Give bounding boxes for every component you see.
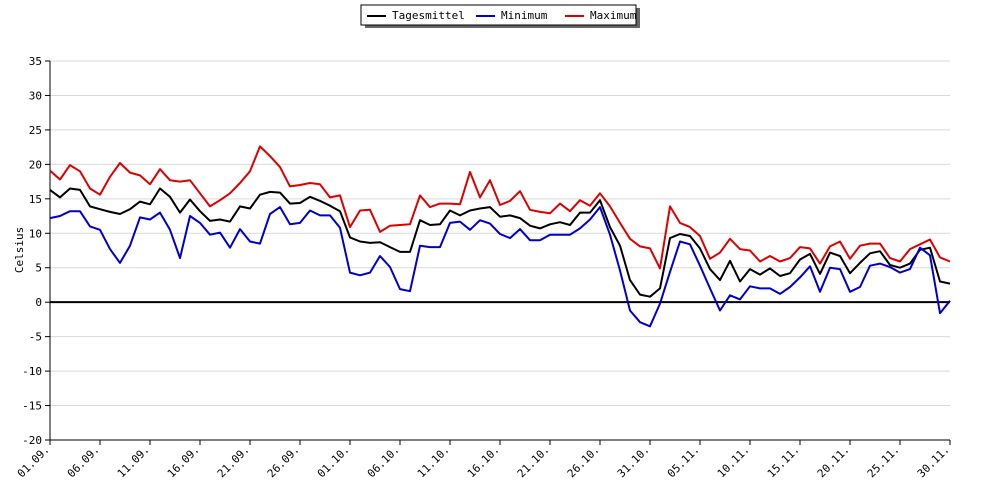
x-tick-label: 06.10. (365, 443, 402, 480)
y-tick-label: 0 (35, 296, 42, 309)
x-tick-label: 01.09. (15, 443, 52, 480)
x-tick-label: 20.11. (815, 443, 852, 480)
x-tick-label: 26.10. (565, 443, 602, 480)
y-tick-label: -5 (29, 331, 42, 344)
y-tick-label: -20 (22, 434, 42, 447)
x-tick-label: 21.09. (215, 443, 252, 480)
legend: Tagesmittel Minimum Maximum (360, 4, 640, 28)
gridlines (50, 60, 950, 441)
y-tick-label: 15 (29, 193, 42, 206)
x-tick-label: 10.11. (715, 443, 752, 480)
x-tick-label: 05.11. (665, 443, 702, 480)
legend-box (360, 4, 637, 26)
x-tick-label: 31.10. (615, 443, 652, 480)
y-tick-label: 5 (35, 262, 42, 275)
series-line-tagesmittel (49, 187, 951, 298)
y-tick-label: 25 (29, 124, 42, 137)
y-tick-label: 35 (29, 55, 42, 68)
y-tick-label: 30 (29, 89, 42, 102)
x-axis-ticks: 01.09. 06.09. 11.09. 16.09. 21.09. 26.09. 01.1… (15, 440, 952, 480)
x-tick-label: 01.10. (315, 443, 352, 480)
x-tick-label: 25.11. (865, 443, 902, 480)
x-tick-label: 16.09. (165, 443, 202, 480)
x-tick-label: 11.10. (415, 443, 452, 480)
x-tick-label: 16.10. (465, 443, 502, 480)
y-tick-label: 10 (29, 227, 42, 240)
x-tick-label: 26.09. (265, 443, 302, 480)
y-tick-label: -15 (22, 400, 42, 413)
y-tick-label: -10 (22, 365, 42, 378)
legend-label-maximum: Maximum (590, 9, 637, 22)
x-tick-label: 06.09. (65, 443, 102, 480)
x-tick-label: 15.11. (765, 443, 802, 480)
legend-label-minimum: Minimum (501, 9, 548, 22)
series-line-maximum (49, 145, 951, 270)
legend-label-tagesmittel: Tagesmittel (392, 9, 465, 22)
x-tick-label: 30.11. (915, 443, 952, 480)
series-line-minimum (49, 206, 951, 328)
x-tick-label: 11.09. (115, 443, 152, 480)
y-tick-label: 20 (29, 158, 42, 171)
y-axis-ticks: 35 30 25 20 15 10 5 0 -5 -10 -15 -20 (22, 55, 50, 447)
y-axis-title: Celsius (13, 227, 26, 273)
x-tick-label: 21.10. (515, 443, 552, 480)
series-layer (49, 145, 951, 328)
